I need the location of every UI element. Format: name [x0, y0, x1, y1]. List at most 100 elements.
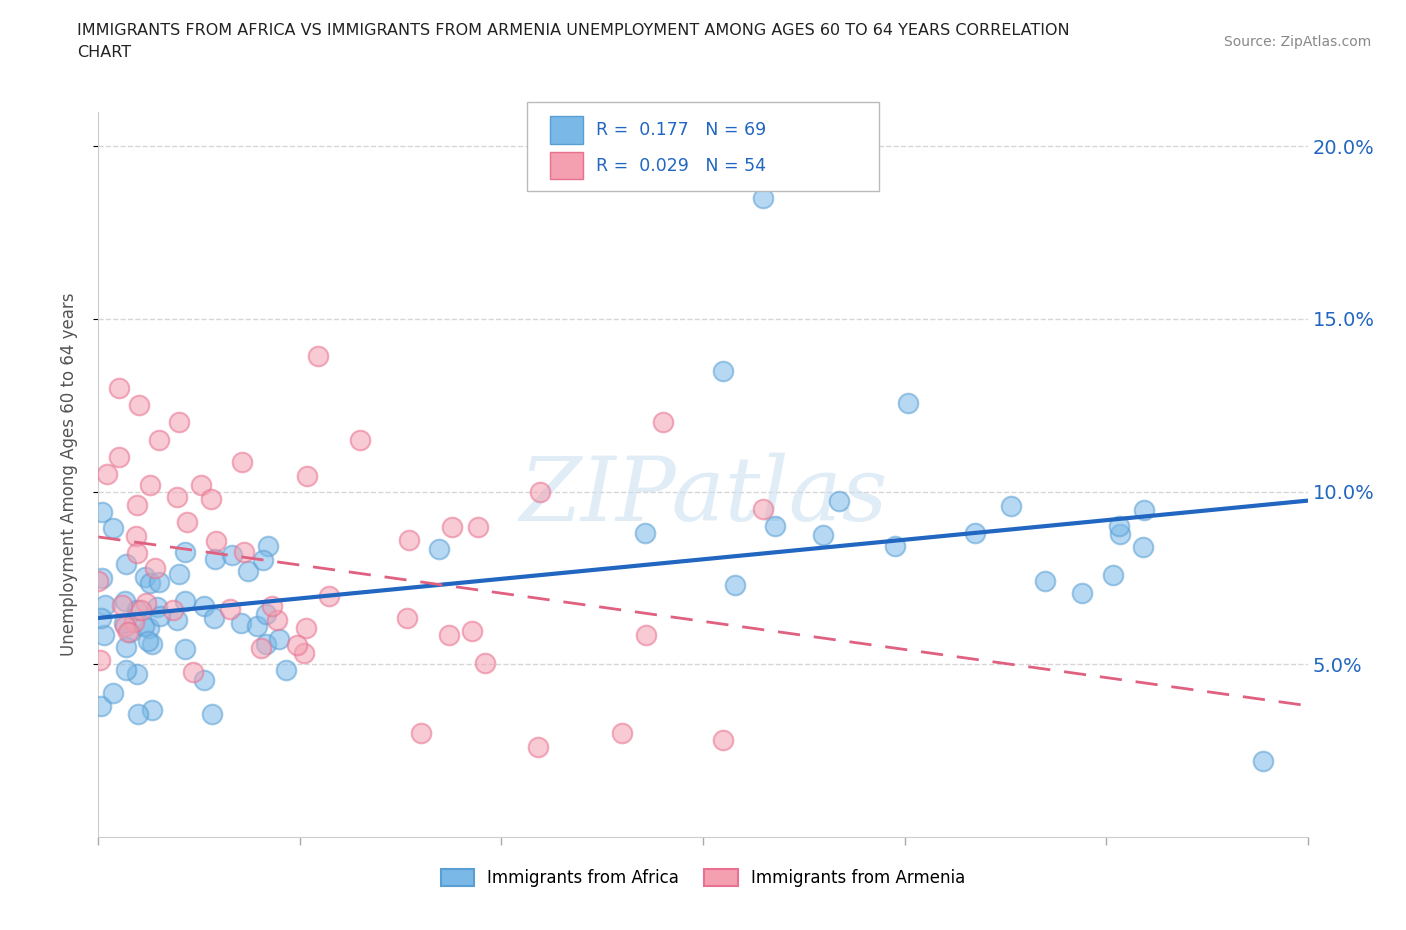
Point — [148, 432, 170, 447]
Point — [612, 726, 634, 741]
Point — [813, 527, 835, 542]
Text: R =  0.029   N = 54: R = 0.029 N = 54 — [596, 156, 766, 175]
Point — [1251, 753, 1274, 768]
Point — [114, 593, 136, 608]
Point — [474, 656, 496, 671]
Point — [711, 364, 734, 379]
Point — [115, 556, 138, 571]
Point — [138, 478, 160, 493]
Point — [526, 739, 548, 754]
Point — [252, 553, 274, 568]
Point — [162, 603, 184, 618]
Point — [467, 519, 489, 534]
Point — [174, 593, 197, 608]
Text: ZIPatlas: ZIPatlas — [519, 453, 887, 539]
Point — [148, 575, 170, 590]
Point — [437, 628, 460, 643]
Point — [103, 520, 125, 535]
Point — [441, 519, 464, 534]
Point — [396, 610, 419, 625]
Point — [125, 529, 148, 544]
Point — [1108, 519, 1130, 534]
Point — [1033, 573, 1056, 588]
Point — [112, 616, 135, 631]
Point — [221, 548, 243, 563]
Point — [1133, 502, 1156, 517]
Point — [349, 432, 371, 447]
Text: IMMIGRANTS FROM AFRICA VS IMMIGRANTS FROM ARMENIA UNEMPLOYMENT AMONG AGES 60 TO : IMMIGRANTS FROM AFRICA VS IMMIGRANTS FRO… — [77, 23, 1070, 38]
Point — [93, 628, 115, 643]
Point — [461, 623, 484, 638]
Point — [250, 641, 273, 656]
Point — [233, 545, 256, 560]
Point — [183, 665, 205, 680]
Point — [1071, 585, 1094, 600]
Point — [897, 396, 920, 411]
Point — [231, 455, 253, 470]
Point — [90, 610, 112, 625]
Point — [1109, 526, 1132, 541]
Point — [107, 449, 129, 464]
Point — [307, 349, 329, 364]
Point — [529, 485, 551, 499]
Point — [141, 702, 163, 717]
Point — [204, 610, 226, 625]
Point — [129, 603, 152, 618]
Point — [254, 637, 277, 652]
Point — [200, 707, 222, 722]
Point — [254, 606, 277, 621]
Point — [127, 498, 149, 512]
Point — [1132, 539, 1154, 554]
Point — [828, 493, 851, 508]
Point — [125, 603, 148, 618]
Point — [260, 599, 283, 614]
Point — [122, 615, 145, 630]
Point — [136, 633, 159, 648]
Point — [724, 578, 747, 592]
Point — [287, 638, 309, 653]
Point — [89, 653, 111, 668]
Point — [128, 398, 150, 413]
Point — [134, 619, 156, 634]
Point — [200, 492, 222, 507]
Point — [398, 532, 420, 547]
Point — [166, 613, 188, 628]
Point — [134, 569, 156, 584]
Point — [149, 608, 172, 623]
Point — [965, 525, 987, 540]
Point — [167, 566, 190, 581]
Point — [176, 514, 198, 529]
Point — [266, 613, 288, 628]
Point — [120, 624, 142, 639]
Point — [651, 415, 673, 430]
Text: CHART: CHART — [77, 45, 131, 60]
Point — [204, 551, 226, 566]
Point — [107, 380, 129, 395]
Y-axis label: Unemployment Among Ages 60 to 64 years: Unemployment Among Ages 60 to 64 years — [59, 293, 77, 656]
Point — [174, 642, 197, 657]
Point — [141, 636, 163, 651]
Point — [87, 573, 110, 588]
Point — [246, 618, 269, 633]
Point — [294, 620, 316, 635]
Point — [205, 533, 228, 548]
Point — [111, 597, 134, 612]
Point — [711, 733, 734, 748]
Point — [90, 571, 112, 586]
Point — [127, 667, 149, 682]
Text: Source: ZipAtlas.com: Source: ZipAtlas.com — [1223, 35, 1371, 49]
Point — [103, 685, 125, 700]
Point — [409, 726, 432, 741]
Point — [190, 478, 212, 493]
Point — [143, 561, 166, 576]
Point — [138, 576, 160, 591]
Point — [276, 662, 298, 677]
Text: R =  0.177   N = 69: R = 0.177 N = 69 — [596, 121, 766, 140]
Point — [193, 672, 215, 687]
Point — [127, 707, 149, 722]
Point — [269, 631, 291, 646]
Point — [884, 538, 907, 553]
Point — [752, 501, 775, 516]
Point — [229, 616, 252, 631]
Point — [115, 640, 138, 655]
